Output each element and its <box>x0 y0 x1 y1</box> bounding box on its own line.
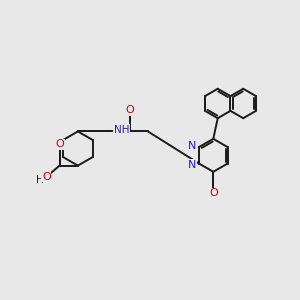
Text: NH: NH <box>114 125 129 135</box>
Text: N: N <box>188 160 197 170</box>
Text: O: O <box>55 139 64 149</box>
Text: O: O <box>42 172 51 182</box>
Text: N: N <box>188 141 197 151</box>
Text: O: O <box>125 105 134 115</box>
Text: O: O <box>209 188 218 198</box>
Text: H: H <box>36 175 43 185</box>
